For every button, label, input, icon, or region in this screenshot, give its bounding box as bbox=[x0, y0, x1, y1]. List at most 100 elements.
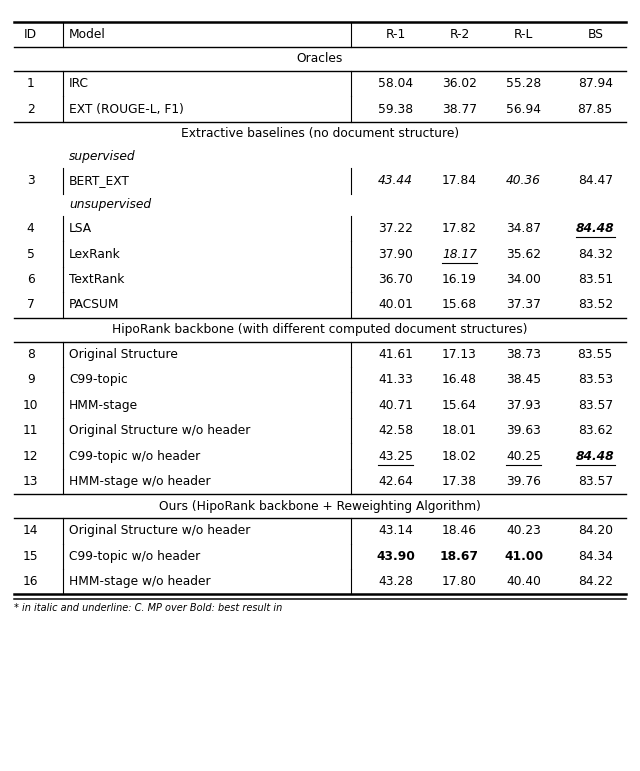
Text: 3: 3 bbox=[27, 174, 35, 187]
Text: ID: ID bbox=[24, 28, 37, 41]
Text: 9: 9 bbox=[27, 373, 35, 386]
Text: 34.00: 34.00 bbox=[506, 273, 541, 286]
Text: 40.71: 40.71 bbox=[378, 399, 413, 412]
Text: * in italic and underline: C. MP over Bold: best result in: * in italic and underline: C. MP over Bo… bbox=[14, 604, 282, 613]
Text: LexRank: LexRank bbox=[69, 247, 121, 261]
Text: 42.64: 42.64 bbox=[378, 475, 413, 488]
Text: 4: 4 bbox=[27, 222, 35, 235]
Text: TextRank: TextRank bbox=[69, 273, 125, 286]
Text: 84.48: 84.48 bbox=[576, 222, 614, 235]
Text: 12: 12 bbox=[23, 449, 38, 463]
Text: Oracles: Oracles bbox=[297, 52, 343, 66]
Text: 36.70: 36.70 bbox=[378, 273, 413, 286]
Text: 18.02: 18.02 bbox=[442, 449, 477, 463]
Text: 36.02: 36.02 bbox=[442, 77, 477, 90]
Text: 17.13: 17.13 bbox=[442, 348, 477, 361]
Text: HMM-stage w/o header: HMM-stage w/o header bbox=[69, 575, 211, 588]
Text: 11: 11 bbox=[23, 424, 38, 437]
Text: 41.00: 41.00 bbox=[504, 550, 543, 563]
Text: BERT_EXT: BERT_EXT bbox=[69, 174, 130, 187]
Text: unsupervised: unsupervised bbox=[69, 198, 151, 211]
Text: 43.44: 43.44 bbox=[378, 174, 413, 187]
Text: LSA: LSA bbox=[69, 222, 92, 235]
Text: 40.01: 40.01 bbox=[378, 298, 413, 311]
Text: 2: 2 bbox=[27, 103, 35, 116]
Text: 16: 16 bbox=[23, 575, 38, 588]
Text: 6: 6 bbox=[27, 273, 35, 286]
Text: 55.28: 55.28 bbox=[506, 77, 541, 90]
Text: 40.36: 40.36 bbox=[506, 174, 541, 187]
Text: 17.80: 17.80 bbox=[442, 575, 477, 588]
Text: 8: 8 bbox=[27, 348, 35, 361]
Text: EXT (ROUGE-L, F1): EXT (ROUGE-L, F1) bbox=[69, 103, 184, 116]
Text: 43.90: 43.90 bbox=[376, 550, 415, 563]
Text: 40.23: 40.23 bbox=[506, 524, 541, 537]
Text: 56.94: 56.94 bbox=[506, 103, 541, 116]
Text: 40.40: 40.40 bbox=[506, 575, 541, 588]
Text: R-1: R-1 bbox=[385, 28, 406, 41]
Text: 83.57: 83.57 bbox=[578, 399, 612, 412]
Text: 18.17: 18.17 bbox=[442, 247, 477, 261]
Text: Original Structure: Original Structure bbox=[69, 348, 178, 361]
Text: 38.73: 38.73 bbox=[506, 348, 541, 361]
Text: Ours (HipoRank backbone + Reweighting Algorithm): Ours (HipoRank backbone + Reweighting Al… bbox=[159, 500, 481, 513]
Text: 18.67: 18.67 bbox=[440, 550, 479, 563]
Text: 18.46: 18.46 bbox=[442, 524, 477, 537]
Text: 83.52: 83.52 bbox=[578, 298, 612, 311]
Text: BS: BS bbox=[588, 28, 603, 41]
Text: PACSUM: PACSUM bbox=[69, 298, 120, 311]
Text: 37.22: 37.22 bbox=[378, 222, 413, 235]
Text: C99-topic w/o header: C99-topic w/o header bbox=[69, 449, 200, 463]
Text: 1: 1 bbox=[27, 77, 35, 90]
Text: 17.84: 17.84 bbox=[442, 174, 477, 187]
Text: 18.01: 18.01 bbox=[442, 424, 477, 437]
Text: R-2: R-2 bbox=[449, 28, 470, 41]
Text: 39.76: 39.76 bbox=[506, 475, 541, 488]
Text: 87.85: 87.85 bbox=[577, 103, 613, 116]
Text: 15.64: 15.64 bbox=[442, 399, 477, 412]
Text: 59.38: 59.38 bbox=[378, 103, 413, 116]
Text: 15.68: 15.68 bbox=[442, 298, 477, 311]
Text: HipoRank backbone (with different computed document structures): HipoRank backbone (with different comput… bbox=[112, 323, 528, 336]
Text: 84.32: 84.32 bbox=[578, 247, 612, 261]
Text: 35.62: 35.62 bbox=[506, 247, 541, 261]
Text: 34.87: 34.87 bbox=[506, 222, 541, 235]
Text: 83.51: 83.51 bbox=[578, 273, 612, 286]
Text: 5: 5 bbox=[27, 247, 35, 261]
Text: 7: 7 bbox=[27, 298, 35, 311]
Text: Extractive baselines (no document structure): Extractive baselines (no document struct… bbox=[181, 127, 459, 140]
Text: C99-topic w/o header: C99-topic w/o header bbox=[69, 550, 200, 563]
Text: 83.57: 83.57 bbox=[578, 475, 612, 488]
Text: 84.34: 84.34 bbox=[578, 550, 612, 563]
Text: 41.33: 41.33 bbox=[378, 373, 413, 386]
Text: 14: 14 bbox=[23, 524, 38, 537]
Text: Original Structure w/o header: Original Structure w/o header bbox=[69, 424, 250, 437]
Text: 38.77: 38.77 bbox=[442, 103, 477, 116]
Text: 37.37: 37.37 bbox=[506, 298, 541, 311]
Text: 16.19: 16.19 bbox=[442, 273, 477, 286]
Text: 37.90: 37.90 bbox=[378, 247, 413, 261]
Text: 38.45: 38.45 bbox=[506, 373, 541, 386]
Text: supervised: supervised bbox=[69, 150, 136, 163]
Text: IRC: IRC bbox=[69, 77, 89, 90]
Text: 84.20: 84.20 bbox=[578, 524, 612, 537]
Text: 43.14: 43.14 bbox=[378, 524, 413, 537]
Text: 87.94: 87.94 bbox=[578, 77, 612, 90]
Text: Model: Model bbox=[69, 28, 106, 41]
Text: 13: 13 bbox=[23, 475, 38, 488]
Text: 58.04: 58.04 bbox=[378, 77, 413, 90]
Text: 42.58: 42.58 bbox=[378, 424, 413, 437]
Text: 41.61: 41.61 bbox=[378, 348, 413, 361]
Text: R-L: R-L bbox=[514, 28, 533, 41]
Text: HMM-stage w/o header: HMM-stage w/o header bbox=[69, 475, 211, 488]
Text: 17.82: 17.82 bbox=[442, 222, 477, 235]
Text: Original Structure w/o header: Original Structure w/o header bbox=[69, 524, 250, 537]
Text: C99-topic: C99-topic bbox=[69, 373, 128, 386]
Text: 84.47: 84.47 bbox=[578, 174, 612, 187]
Text: 39.63: 39.63 bbox=[506, 424, 541, 437]
Text: 43.28: 43.28 bbox=[378, 575, 413, 588]
Text: 83.62: 83.62 bbox=[578, 424, 612, 437]
Text: 84.48: 84.48 bbox=[576, 449, 614, 463]
Text: 16.48: 16.48 bbox=[442, 373, 477, 386]
Text: 10: 10 bbox=[23, 399, 38, 412]
